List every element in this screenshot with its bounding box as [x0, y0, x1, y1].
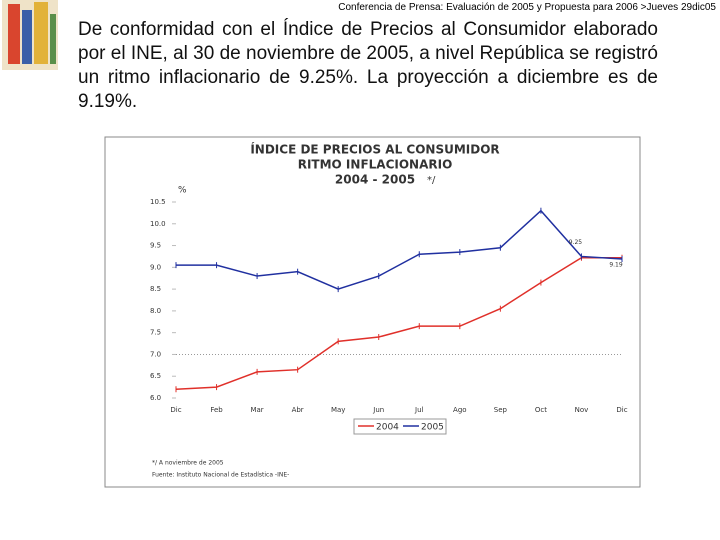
value-label: 9.19	[609, 262, 623, 269]
footnote: */ A noviembre de 2005	[152, 460, 224, 467]
x-tick-label: Nov	[575, 406, 589, 414]
header: Conferencia de Prensa: Evaluación de 200…	[338, 2, 716, 13]
chart-title: 2004 - 2005	[335, 173, 415, 187]
series-line	[176, 209, 623, 290]
y-tick-label: 9.5	[150, 242, 161, 250]
value-label: 9.25	[569, 239, 583, 246]
footnote: Fuente: Instituto Nacional de Estadístic…	[152, 472, 289, 479]
chart-title: RITMO INFLACIONARIO	[298, 158, 453, 172]
y-axis-label: %	[178, 186, 187, 196]
y-tick-label: 7.5	[150, 329, 161, 337]
paragraph: De conformidad con el Índice de Precios …	[78, 19, 658, 112]
legend-label: 2004	[376, 423, 399, 433]
x-tick-label: Oct	[535, 406, 547, 414]
logo	[2, 0, 58, 70]
chart-frame	[104, 136, 641, 488]
x-tick-label: May	[331, 406, 345, 414]
chart-title: ÍNDICE DE PRECIOS AL CONSUMIDOR	[250, 142, 499, 157]
x-tick-label: Mar	[250, 406, 263, 414]
x-tick-label: Ago	[453, 406, 467, 414]
x-tick-label: Sep	[494, 406, 508, 414]
y-tick-label: 10.5	[150, 198, 166, 206]
x-tick-label: Jun	[372, 406, 384, 414]
x-tick-label: Dic	[616, 406, 627, 414]
y-tick-label: 6.0	[150, 394, 161, 402]
y-tick-label: 6.5	[150, 372, 161, 380]
title-note: */	[427, 175, 436, 186]
x-tick-label: Feb	[210, 406, 223, 414]
x-tick-label: Dic	[170, 406, 181, 414]
y-tick-label: 9.0	[150, 263, 161, 271]
x-tick-label: Abr	[292, 406, 304, 414]
y-tick-label: 8.5	[150, 285, 161, 293]
y-tick-label: 8.0	[150, 307, 161, 315]
y-tick-label: 10.0	[150, 220, 166, 228]
x-tick-label: Jul	[414, 406, 424, 414]
legend-box	[353, 418, 447, 435]
y-tick-label: 7.0	[150, 350, 161, 358]
series-line	[175, 257, 622, 391]
legend-label: 2005	[421, 423, 444, 433]
